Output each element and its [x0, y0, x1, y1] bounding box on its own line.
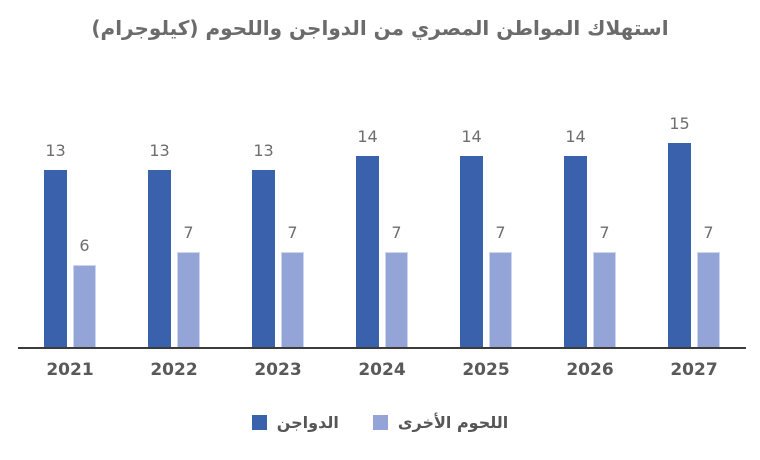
x-axis-label-2023: 2023 [254, 360, 302, 380]
bar-value-label: 7 [599, 222, 610, 242]
bar-group-2022: 13 7 [122, 110, 226, 347]
x-axis-label-2027: 2027 [670, 360, 718, 380]
x-axis-label-2022: 2022 [150, 360, 198, 380]
bar-column: 7 [385, 223, 408, 347]
bar-poultry-2024 [356, 156, 379, 347]
bar-other-meats-2023 [281, 252, 304, 347]
bar-column: 13 [148, 141, 171, 347]
bar-other-meats-2027 [697, 252, 720, 347]
bar-group-2027: 15 7 [642, 110, 746, 347]
bar-column: 13 [252, 141, 275, 347]
legend-item-other-meats: اللحوم الأخرى [372, 413, 509, 432]
legend-marker-icon [251, 415, 267, 430]
bar-value-label: 6 [79, 235, 90, 255]
bar-column: 14 [356, 127, 379, 347]
bar-column: 6 [73, 236, 96, 347]
legend-marker-icon [372, 415, 388, 430]
bar-group-2026: 14 7 [538, 110, 642, 347]
bar-poultry-2026 [564, 156, 587, 347]
bar-group-2023: 13 7 [226, 110, 330, 347]
bar-column: 7 [177, 223, 200, 347]
bar-column: 7 [489, 223, 512, 347]
x-axis-label-2026: 2026 [566, 360, 614, 380]
bar-column: 14 [564, 127, 587, 347]
x-axis-label-2024: 2024 [358, 360, 406, 380]
legend-label: اللحوم الأخرى [397, 413, 509, 432]
bar-value-label: 15 [669, 113, 690, 133]
x-axis-label-2025: 2025 [462, 360, 510, 380]
plot-area: 13 6 13 7 13 7 14 7 14 7 14 7 15 7 [18, 110, 746, 349]
x-axis-labels: 2021 2022 2023 2024 2025 2026 2027 [18, 360, 746, 380]
bar-column: 7 [281, 223, 304, 347]
legend-label: الدواجن [276, 413, 339, 432]
bar-group-2021: 13 6 [18, 110, 122, 347]
bar-value-label: 13 [45, 140, 66, 160]
bar-value-label: 13 [253, 140, 274, 160]
bar-other-meats-2024 [385, 252, 408, 347]
bar-column: 13 [44, 141, 67, 347]
bar-poultry-2021 [44, 170, 67, 347]
bar-value-label: 7 [391, 222, 402, 242]
chart-title: استهلاك المواطن المصري من الدواجن واللحو… [91, 16, 669, 40]
legend: الدواجن اللحوم الأخرى [0, 413, 760, 432]
bar-value-label: 7 [703, 222, 714, 242]
bar-other-meats-2025 [489, 252, 512, 347]
bar-poultry-2025 [460, 156, 483, 347]
bar-column: 14 [460, 127, 483, 347]
bar-other-meats-2026 [593, 252, 616, 347]
bar-other-meats-2022 [177, 252, 200, 347]
bar-column: 15 [668, 114, 691, 347]
legend-item-poultry: الدواجن [251, 413, 339, 432]
bar-poultry-2023 [252, 170, 275, 347]
bar-column: 7 [697, 223, 720, 347]
bar-column: 7 [593, 223, 616, 347]
bar-value-label: 13 [149, 140, 170, 160]
bar-group-2024: 14 7 [330, 110, 434, 347]
bar-group-2025: 14 7 [434, 110, 538, 347]
bar-value-label: 14 [357, 126, 378, 146]
bar-poultry-2022 [148, 170, 171, 347]
bar-poultry-2027 [668, 143, 691, 347]
bar-value-label: 7 [287, 222, 298, 242]
bar-value-label: 14 [461, 126, 482, 146]
bar-other-meats-2021 [73, 265, 96, 347]
bar-value-label: 7 [183, 222, 194, 242]
x-axis-label-2021: 2021 [46, 360, 94, 380]
bar-value-label: 14 [565, 126, 586, 146]
bar-value-label: 7 [495, 222, 506, 242]
